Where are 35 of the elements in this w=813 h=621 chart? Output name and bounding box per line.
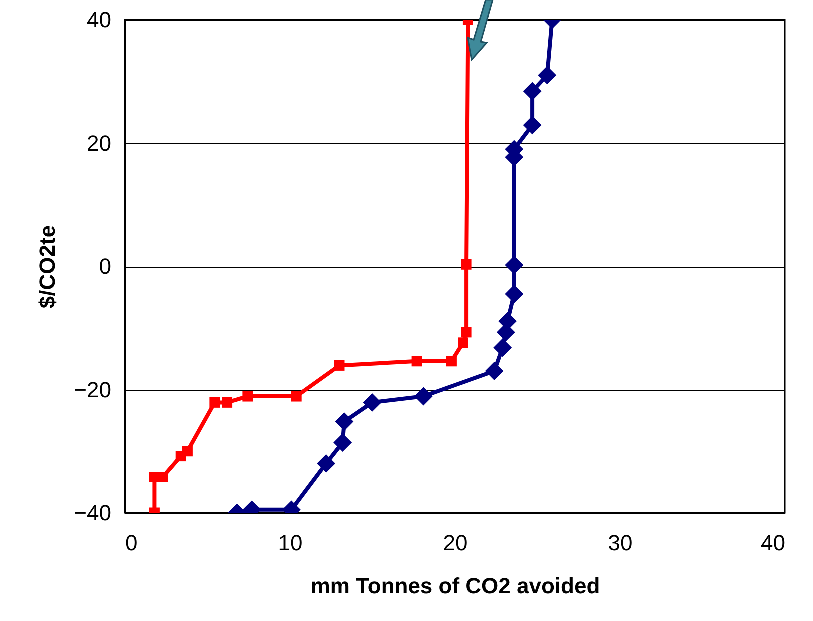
y-tick-label: 20 xyxy=(87,130,112,156)
point xyxy=(523,116,542,135)
point xyxy=(222,397,233,408)
point xyxy=(485,362,504,380)
point xyxy=(461,259,472,270)
point xyxy=(494,338,512,358)
point xyxy=(446,356,457,367)
x-tick-label: 40 xyxy=(761,530,786,556)
point xyxy=(461,327,472,338)
x-tick-label: 20 xyxy=(443,530,468,556)
point xyxy=(505,285,524,304)
point xyxy=(210,397,220,408)
point xyxy=(505,256,524,274)
point xyxy=(458,338,468,348)
y-axis-title: $/CO2te xyxy=(35,225,60,309)
x-tick-label: 10 xyxy=(278,530,303,556)
x-tick-label: 0 xyxy=(126,530,138,556)
x-tick-label: 30 xyxy=(608,530,633,556)
point xyxy=(334,360,345,371)
y-tick-label: −40 xyxy=(74,500,112,526)
point xyxy=(363,393,382,412)
point xyxy=(242,391,254,402)
y-tick-label: −20 xyxy=(74,377,112,402)
point xyxy=(317,454,336,473)
x-axis-title: mm Tonnes of CO2 avoided xyxy=(310,574,600,598)
point xyxy=(523,82,542,101)
point xyxy=(335,412,354,432)
point xyxy=(182,446,193,457)
point xyxy=(538,66,557,85)
y-tick-label: 40 xyxy=(87,8,112,32)
point xyxy=(412,356,422,367)
point xyxy=(291,391,302,402)
point xyxy=(414,387,433,406)
point xyxy=(334,434,352,452)
y-tick-label: 0 xyxy=(99,254,112,279)
